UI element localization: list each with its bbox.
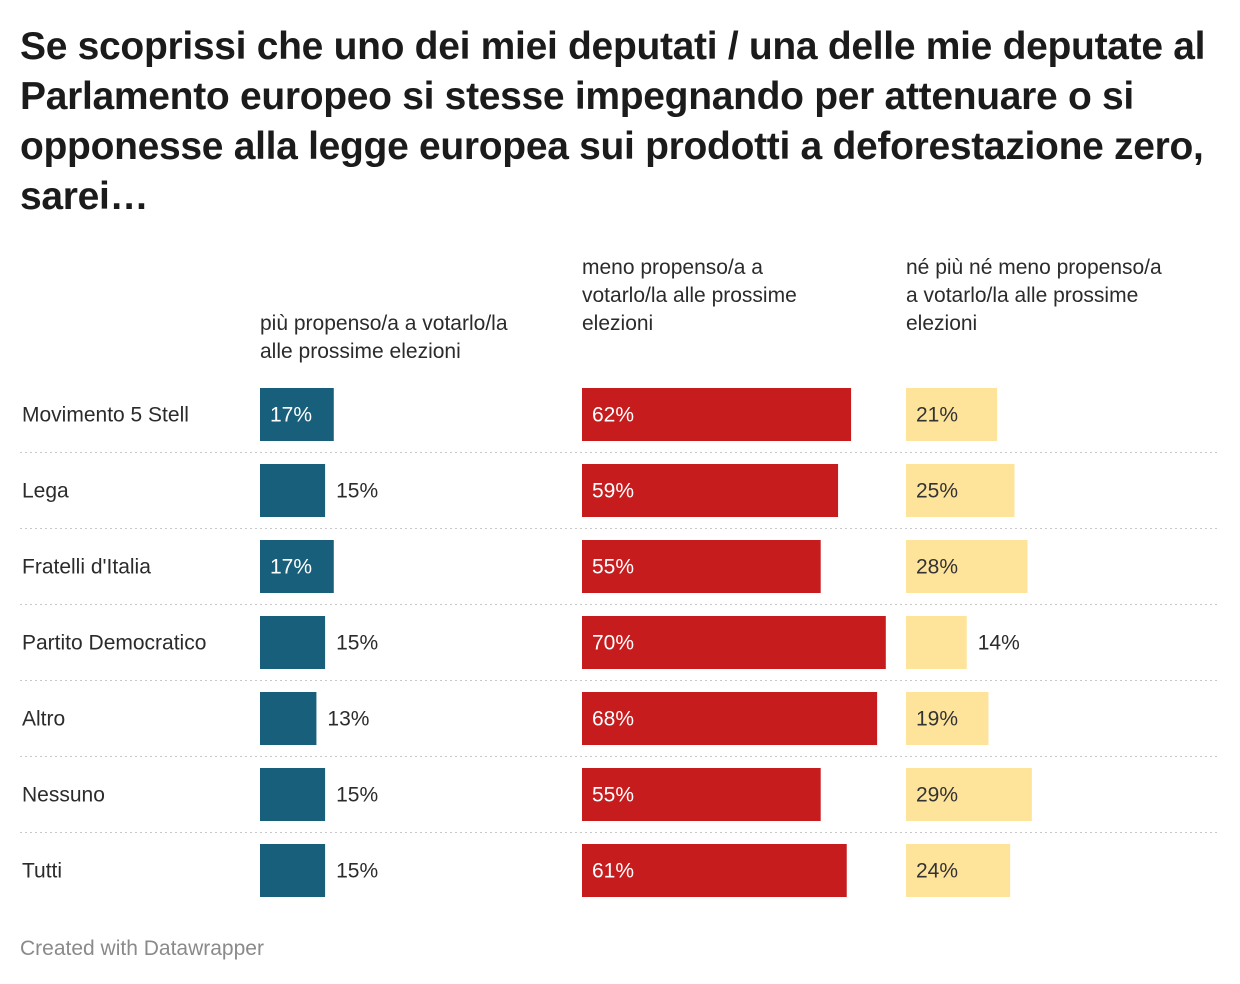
data-label: 17% (270, 404, 312, 427)
bar-1 (260, 692, 317, 745)
bar-1 (260, 616, 326, 669)
footer-credit: Created with Datawrapper (20, 937, 264, 960)
bar-1 (260, 388, 334, 441)
data-label: 68% (592, 708, 634, 731)
data-label: 55% (592, 784, 634, 807)
series-header-2: votarlo/la alle prossime (582, 284, 797, 307)
category-label: Movimento 5 Stell (22, 404, 189, 427)
data-label: 21% (916, 404, 958, 427)
bar-1 (260, 540, 334, 593)
data-label: 59% (592, 480, 634, 503)
bar-1 (260, 844, 326, 897)
category-label: Altro (22, 708, 65, 731)
series-header-3: né più né meno propenso/a (906, 256, 1162, 279)
data-label: 55% (592, 556, 634, 579)
bar-3 (906, 768, 1032, 821)
bar-3 (906, 692, 989, 745)
data-label: 13% (327, 708, 369, 731)
series-header-1: alle prossime elezioni (260, 340, 461, 363)
category-label: Nessuno (22, 784, 105, 807)
data-label: 15% (336, 632, 378, 655)
bar-2 (582, 388, 852, 441)
series-header-2: meno propenso/a a (582, 256, 763, 279)
series-header-3: elezioni (906, 312, 977, 335)
chart-title: Se scoprissi che uno dei miei deputati /… (20, 25, 1206, 218)
data-label: 61% (592, 860, 634, 883)
data-label: 15% (336, 480, 378, 503)
data-label: 15% (336, 860, 378, 883)
data-label: 19% (916, 708, 958, 731)
data-label: 14% (978, 632, 1020, 655)
data-label: 25% (916, 480, 958, 503)
bar-3 (906, 844, 1011, 897)
bar-2 (582, 844, 847, 897)
bar-2 (582, 464, 839, 517)
data-label: 28% (916, 556, 958, 579)
bar-3 (906, 388, 998, 441)
category-label: Partito Democratico (22, 632, 206, 655)
series-header-1: più propenso/a a votarlo/la (260, 312, 508, 335)
category-label: Fratelli d'Italia (22, 556, 151, 579)
data-label: 29% (916, 784, 958, 807)
data-label: 24% (916, 860, 958, 883)
bar-2 (582, 768, 821, 821)
series-header-2: elezioni (582, 312, 653, 335)
data-label: 70% (592, 632, 634, 655)
category-label: Tutti (22, 860, 62, 883)
data-label: 17% (270, 556, 312, 579)
bar-1 (260, 464, 326, 517)
bar-2 (582, 616, 886, 669)
bar-1 (260, 768, 326, 821)
bar-3 (906, 464, 1015, 517)
bar-2 (582, 692, 878, 745)
bar-3 (906, 540, 1028, 593)
series-header-3: a votarlo/la alle prossime (906, 284, 1138, 307)
category-label: Lega (22, 480, 69, 503)
bar-3 (906, 616, 967, 669)
bar-2 (582, 540, 821, 593)
data-label: 15% (336, 784, 378, 807)
data-label: 62% (592, 404, 634, 427)
